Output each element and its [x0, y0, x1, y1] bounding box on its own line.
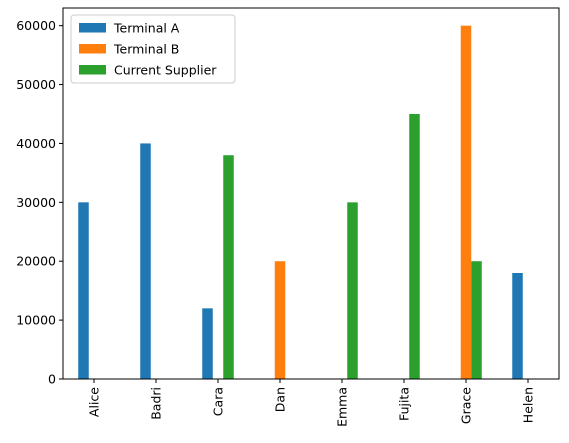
x-tick-label: Badri: [149, 387, 164, 420]
x-tick-label: Cara: [211, 387, 226, 416]
legend-swatch: [79, 65, 106, 75]
bar-terminal-a-helen: [512, 273, 523, 379]
bar-terminal-b-dan: [274, 261, 286, 379]
x-tick-label: Grace: [459, 387, 474, 424]
legend-label: Current Supplier: [114, 63, 217, 78]
x-tick-label: Dan: [273, 387, 288, 412]
bar-current-supplier-cara: [223, 155, 234, 379]
y-tick-label: 20000: [16, 254, 56, 269]
y-tick-label: 10000: [16, 313, 56, 328]
y-tick-label: 40000: [16, 136, 56, 151]
bar-current-supplier-fujita: [409, 114, 420, 379]
legend-label: Terminal B: [113, 42, 179, 57]
bar-terminal-a-badri: [140, 143, 151, 379]
legend-swatch: [79, 23, 106, 33]
bar-terminal-a-cara: [202, 308, 213, 379]
x-axis: Alice Badri Cara Dan Emma Fujita Grace Helen: [87, 379, 536, 427]
x-tick-label: Helen: [521, 387, 536, 423]
axes-frame: [62, 7, 560, 380]
bars-layer: [78, 25, 523, 379]
legend-swatch: [79, 44, 106, 54]
bar-current-supplier-grace: [471, 261, 482, 379]
y-axis: 0 10000 20000 30000 40000 50000 60000: [16, 18, 63, 387]
x-tick-label: Alice: [87, 387, 102, 417]
x-tick-label: Emma: [335, 387, 350, 427]
y-tick-label: 50000: [16, 77, 56, 92]
y-tick-label: 0: [48, 372, 56, 387]
y-tick-label: 30000: [16, 195, 56, 210]
legend: Terminal A Terminal B Current Supplier: [70, 14, 236, 84]
legend-label: Terminal A: [113, 21, 180, 36]
bar-current-supplier-emma: [347, 202, 358, 379]
y-tick-label: 60000: [16, 18, 56, 33]
bar-terminal-a-alice: [78, 202, 89, 379]
x-tick-label: Fujita: [397, 387, 412, 421]
legend-box: [70, 14, 236, 84]
bar-terminal-b-grace: [460, 25, 472, 379]
